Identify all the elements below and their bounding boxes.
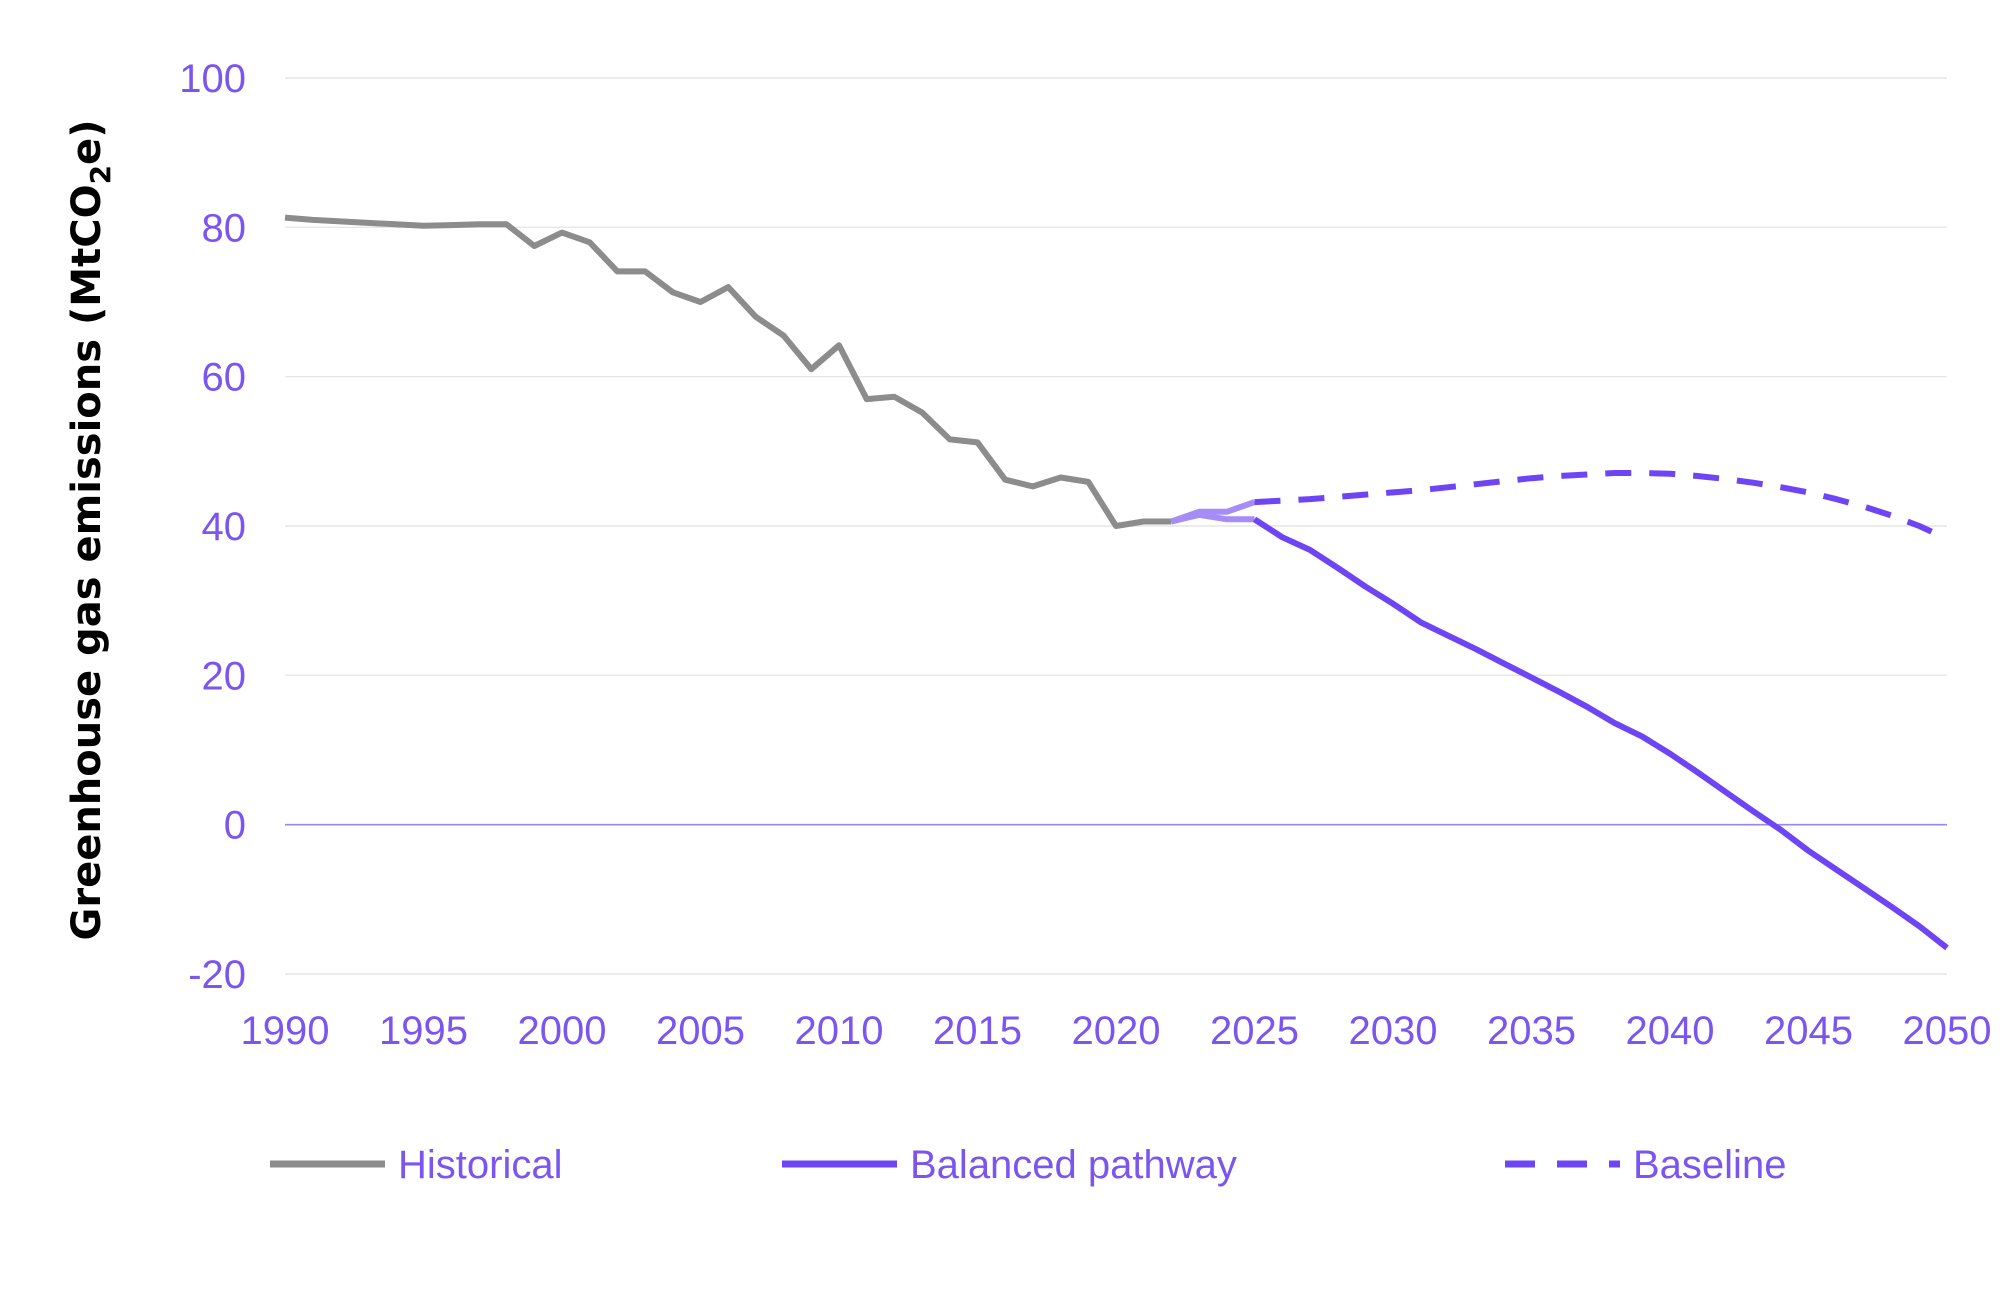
y-tick-label: 60 [202, 356, 247, 400]
y-tick-label: 20 [202, 654, 247, 698]
y-tick-label: -20 [188, 953, 246, 997]
x-tick-label: 2020 [1072, 1009, 1161, 1053]
x-tick-label: 2035 [1487, 1009, 1576, 1053]
baseline-line [1254, 470, 1949, 542]
y-tick-label: 40 [202, 505, 247, 549]
y-axis-title-main: Greenhouse gas emissions (MtCO [64, 184, 110, 940]
x-tick-label: 2015 [933, 1009, 1022, 1053]
x-tick-label: 2025 [1210, 1009, 1299, 1053]
legend-label: Baseline [1633, 1143, 1786, 1187]
series-lines [284, 214, 1949, 951]
x-axis-ticks: 1990 1995 2000 2005 2010 2015 2020 2025 2030 2035… [241, 1009, 1992, 1053]
x-tick-label: 1995 [379, 1009, 468, 1053]
legend-label: Historical [398, 1143, 562, 1187]
x-tick-label: 2030 [1349, 1009, 1438, 1053]
x-tick-label: 2040 [1626, 1009, 1715, 1053]
y-tick-label: 80 [202, 206, 247, 250]
x-tick-label: 2045 [1764, 1009, 1853, 1053]
y-axis-ticks: -20 0 20 40 60 80 100 [179, 57, 246, 997]
balanced-pathway-line [1252, 516, 1949, 951]
x-tick-label: 2005 [656, 1009, 745, 1053]
historical-line [284, 214, 1172, 529]
y-axis-title: Greenhouse gas emissions (MtCO2e) [64, 120, 117, 941]
x-tick-label: 2000 [518, 1009, 607, 1053]
legend: Historical Balanced pathway Baseline [270, 1143, 1786, 1187]
x-tick-label: 2050 [1903, 1009, 1992, 1053]
y-tick-label: 0 [224, 804, 246, 848]
x-tick-label: 1990 [241, 1009, 330, 1053]
legend-label: Balanced pathway [910, 1143, 1237, 1187]
transition-line [1170, 511, 1255, 525]
y-axis-title-tail: e) [64, 120, 110, 165]
gridlines [285, 77, 1947, 975]
x-tick-label: 2010 [795, 1009, 884, 1053]
y-axis-title-subscript: 2 [84, 165, 117, 184]
y-tick-label: 100 [179, 57, 246, 101]
